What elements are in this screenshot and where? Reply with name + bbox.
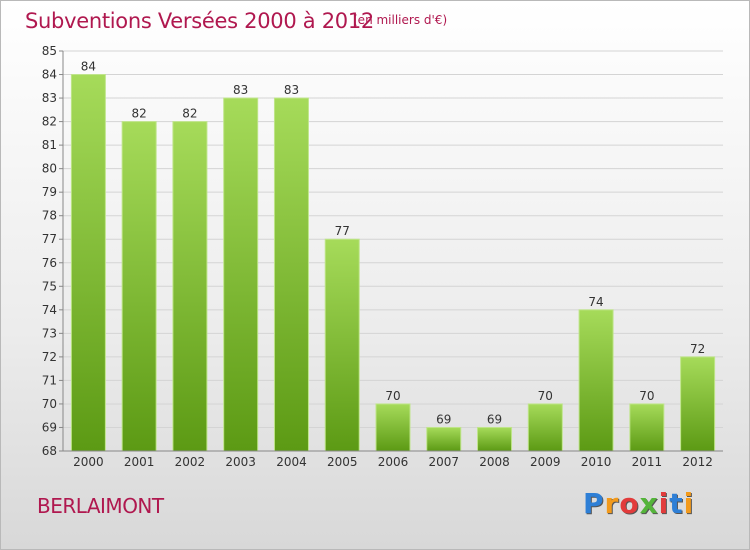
bar [680, 356, 716, 452]
logo-letter: t [669, 487, 684, 520]
y-tick-label: 78 [42, 209, 57, 223]
y-tick-label: 73 [42, 326, 57, 340]
x-tick-label: 2011 [632, 455, 663, 469]
y-tick-label: 79 [42, 185, 57, 199]
y-tick-label: 80 [42, 162, 57, 176]
logo-letter: x [639, 487, 659, 520]
bar [477, 426, 513, 452]
bar [527, 403, 563, 452]
bar-value-label: 74 [588, 295, 603, 309]
x-tick-label: 2003 [225, 455, 256, 469]
bar-value-label: 83 [233, 83, 248, 97]
bar [70, 74, 106, 452]
bar-value-label: 82 [182, 107, 197, 121]
y-tick-label: 69 [42, 420, 57, 434]
logo-letter: r [604, 487, 620, 520]
y-axis: 68 69 70 71 72 73 74 75 76 77 78 79 80 81 82 83 84 85 [42, 44, 64, 458]
logo-letter: P [583, 487, 605, 520]
x-tick-label: 2002 [175, 455, 206, 469]
bar [629, 403, 665, 452]
x-tick-label: 2004 [276, 455, 307, 469]
y-tick-label: 70 [42, 397, 57, 411]
x-tick-label: 2008 [479, 455, 510, 469]
bar [172, 121, 208, 452]
x-tick-label: 2005 [327, 455, 358, 469]
bar [273, 97, 309, 452]
logo-letter: i [683, 487, 695, 520]
y-tick-label: 83 [42, 91, 57, 105]
x-tick-label: 2010 [581, 455, 612, 469]
bar [426, 426, 462, 452]
proxiti-logo: Proxiti [583, 487, 694, 520]
x-axis: 2000 2001 2002 2003 2004 2005 2006 2007 2008 2009… [63, 450, 723, 469]
bar-value-label: 77 [335, 224, 350, 238]
x-tick-label: 2000 [73, 455, 104, 469]
bar [223, 97, 259, 452]
bar-value-label: 83 [284, 83, 299, 97]
chart-unit: (en milliers d'€) [353, 13, 448, 27]
x-tick-label: 2006 [378, 455, 409, 469]
logo-letter: o [619, 487, 640, 520]
bar [375, 403, 411, 452]
bar-value-label: 69 [487, 412, 502, 426]
logo-letter: i [658, 487, 670, 520]
bar [121, 121, 157, 452]
x-tick-label: 2007 [428, 455, 459, 469]
y-tick-label: 72 [42, 350, 57, 364]
bar [578, 309, 614, 452]
y-tick-label: 85 [42, 44, 57, 58]
bar-value-label: 72 [690, 342, 705, 356]
commune-name: BERLAIMONT [37, 494, 164, 518]
y-tick-label: 75 [42, 279, 57, 293]
bar-value-label: 70 [385, 389, 400, 403]
y-tick-label: 84 [42, 68, 57, 82]
x-tick-label: 2009 [530, 455, 561, 469]
bar-value-label: 82 [132, 107, 147, 121]
y-tick-label: 68 [42, 444, 57, 458]
y-tick-label: 74 [42, 303, 57, 317]
bar-value-label: 70 [538, 389, 553, 403]
y-tick-label: 82 [42, 115, 57, 129]
y-tick-label: 81 [42, 138, 57, 152]
chart-title: Subventions Versées 2000 à 2012 [25, 9, 374, 33]
y-tick-label: 77 [42, 232, 57, 246]
y-tick-label: 76 [42, 256, 57, 270]
bar-value-label: 84 [81, 60, 96, 74]
bar-value-label: 69 [436, 412, 451, 426]
bar [324, 238, 360, 452]
bars: 84 82 82 83 83 77 70 69 69 70 74 70 72 [70, 60, 716, 452]
x-tick-label: 2012 [682, 455, 713, 469]
bar-value-label: 70 [639, 389, 654, 403]
x-tick-label: 2001 [124, 455, 155, 469]
y-tick-label: 71 [42, 373, 57, 387]
